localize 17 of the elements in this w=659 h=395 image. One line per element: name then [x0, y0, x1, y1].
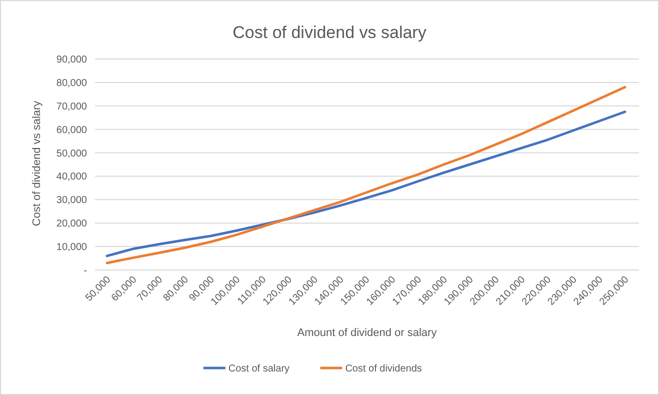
- y-tick-label: 60,000: [56, 124, 88, 136]
- line-series: [106, 110, 626, 258]
- y-tick-label: 40,000: [56, 172, 88, 183]
- y-tick-label: 10,000: [56, 242, 88, 254]
- y-tick-label: -: [84, 266, 87, 276]
- legend-label: Cost of salary: [228, 364, 290, 374]
- y-tick-label: 20,000: [56, 218, 88, 230]
- y-tick-label: 90,000: [56, 54, 88, 66]
- y-tick-label: 80,000: [56, 78, 88, 89]
- y-tick-label: 70,000: [56, 101, 88, 112]
- x-axis-title: Amount of dividend or salary: [297, 327, 438, 339]
- y-tick-label: 30,000: [56, 195, 88, 206]
- y-tick-label: 50,000: [56, 148, 88, 160]
- line-series: [106, 86, 626, 264]
- legend-label: Cost of dividends: [345, 364, 422, 374]
- y-axis-title: Cost of dividend vs salary: [31, 100, 43, 226]
- chart-title: Cost of dividend vs salary: [232, 23, 427, 42]
